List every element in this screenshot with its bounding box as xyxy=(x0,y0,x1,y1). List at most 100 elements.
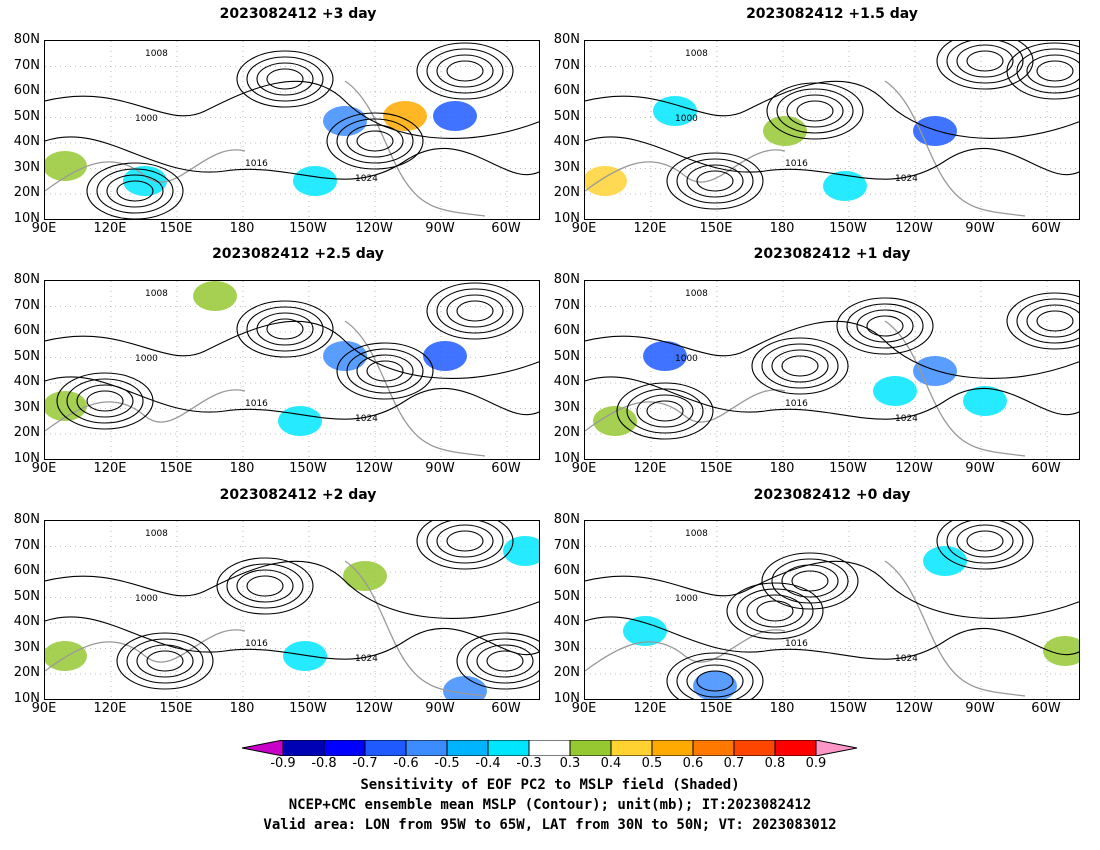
caption-line-1: Sensitivity of EOF PC2 to MSLP field (Sh… xyxy=(360,777,740,793)
isobar-contour xyxy=(246,56,324,102)
caption-line-2: NCEP+CMC ensemble mean MSLP (Contour); u… xyxy=(288,797,812,813)
isobar-contour xyxy=(45,80,539,139)
coastline xyxy=(884,320,1026,457)
colorbar-segment xyxy=(692,740,735,756)
colorbar-segment xyxy=(569,740,612,756)
isobar-contour xyxy=(1016,48,1079,94)
isobar-contour xyxy=(751,337,849,395)
lat-tick-label: 70N xyxy=(553,297,580,313)
map-panel-1: 1008 1016 1000 1024 xyxy=(44,40,540,220)
colorbar-segment xyxy=(651,740,694,756)
lon-tick-label: 120E xyxy=(633,701,667,716)
coastline xyxy=(884,80,1026,217)
isobar-contour xyxy=(585,616,1079,660)
isobar-contour xyxy=(686,164,744,198)
isobar-contour xyxy=(956,44,1014,78)
lon-tick-label: 90W xyxy=(425,701,455,716)
isobar-contour xyxy=(466,638,539,684)
contour-label: 1008 xyxy=(685,49,708,59)
isobar-contour xyxy=(585,376,1079,420)
lat-tick-label: 50N xyxy=(553,108,580,124)
isobar-contour xyxy=(791,570,829,592)
panel-title-2: 2023082412 +1.5 day xyxy=(746,6,918,22)
contour-label: 1024 xyxy=(355,414,378,424)
lon-tick-label: 120E xyxy=(93,461,127,476)
isobar-contour xyxy=(626,388,704,434)
contour-label: 1000 xyxy=(675,354,698,364)
isobar-contour xyxy=(86,162,184,219)
isobar-contour xyxy=(416,521,514,570)
lon-tick-label: 60W xyxy=(1031,701,1061,716)
isobar-contour xyxy=(585,136,1079,180)
contour-label: 1016 xyxy=(245,399,268,409)
contour-label: 1024 xyxy=(895,654,918,664)
caption-line-3: Valid area: LON from 95W to 65W, LAT fro… xyxy=(263,817,837,833)
colorbar-tick-label: -0.9 xyxy=(270,756,296,771)
lat-tick-label: 80N xyxy=(553,512,580,527)
sensitivity-shading xyxy=(193,281,237,311)
lat-tick-label: 40N xyxy=(553,134,580,149)
lon-tick-label: 120W xyxy=(355,221,393,236)
sensitivity-shading xyxy=(283,641,327,671)
isobar-contour xyxy=(436,288,514,334)
panel-title-5: 2023082412 +2 day xyxy=(219,487,377,503)
contour-label: 1024 xyxy=(355,654,378,664)
contour-label: 1024 xyxy=(895,414,918,424)
isobar-contour xyxy=(45,320,539,379)
colorbar-segment xyxy=(528,740,571,756)
isobar-contour xyxy=(216,557,314,615)
lon-tick-label: 150W xyxy=(289,221,327,236)
lat-tick-label: 30N xyxy=(13,399,40,415)
isobar-contour xyxy=(726,582,824,640)
lat-tick-label: 50N xyxy=(13,588,40,604)
contour-label: 1016 xyxy=(785,639,808,649)
contour-label: 1024 xyxy=(895,174,918,184)
colorbar-tick-label: -0.5 xyxy=(434,756,460,771)
lat-tick-label: 10N xyxy=(13,210,40,226)
isobar-contour xyxy=(66,378,144,424)
coastline xyxy=(45,629,246,672)
map-panel-3: 1008 1016 1000 1024 xyxy=(44,280,540,460)
isobar-contour xyxy=(761,552,859,610)
colorbar-segment xyxy=(405,740,448,756)
sensitivity-shading xyxy=(1043,636,1079,666)
sensitivity-shading xyxy=(45,151,87,181)
lat-tick-label: 60N xyxy=(553,563,580,578)
sensitivity-shading xyxy=(503,536,539,566)
colorbar-segment xyxy=(282,740,325,756)
map-panel-2: 1008 1016 1000 1024 xyxy=(584,40,1080,220)
isobar-contour xyxy=(1006,42,1079,100)
contour-label: 1000 xyxy=(135,594,158,604)
map-field-5: 1008 1016 1000 1024 xyxy=(45,521,539,699)
sensitivity-shading xyxy=(123,166,167,196)
lat-tick-label: 60N xyxy=(13,83,40,98)
isobar-contour xyxy=(45,136,539,180)
lon-tick-label: 90W xyxy=(965,461,995,476)
lon-tick-label: 90W xyxy=(965,221,995,236)
isobar-contour xyxy=(966,530,1004,552)
lat-tick-label: 50N xyxy=(553,588,580,604)
lon-tick-label: 120W xyxy=(355,701,393,716)
lat-tick-label: 30N xyxy=(553,639,580,655)
lon-tick-label: 120W xyxy=(355,461,393,476)
sensitivity-shading xyxy=(443,676,487,699)
lon-tick-label: 150E xyxy=(699,461,733,476)
contour-label: 1016 xyxy=(245,639,268,649)
isobar-contour xyxy=(106,174,164,208)
lon-tick-label: 90E xyxy=(31,221,57,236)
contour-label: 1000 xyxy=(135,114,158,124)
lat-tick-label: 50N xyxy=(13,108,40,124)
isobar-contour xyxy=(1036,60,1074,82)
isobar-contour xyxy=(436,524,494,558)
isobar-contour xyxy=(646,400,684,422)
lat-tick-label: 10N xyxy=(553,450,580,466)
isobar-contour xyxy=(776,88,854,134)
isobar-contour xyxy=(585,560,1079,619)
lat-tick-label: 20N xyxy=(13,425,40,440)
colorbar-tick-label: -0.3 xyxy=(516,756,542,771)
lat-tick-label: 80N xyxy=(13,512,40,527)
isobar-contour xyxy=(736,588,814,634)
colorbar-tick-label: 0.5 xyxy=(641,756,663,771)
lon-tick-label: 90E xyxy=(31,701,57,716)
lat-tick-label: 80N xyxy=(553,32,580,47)
